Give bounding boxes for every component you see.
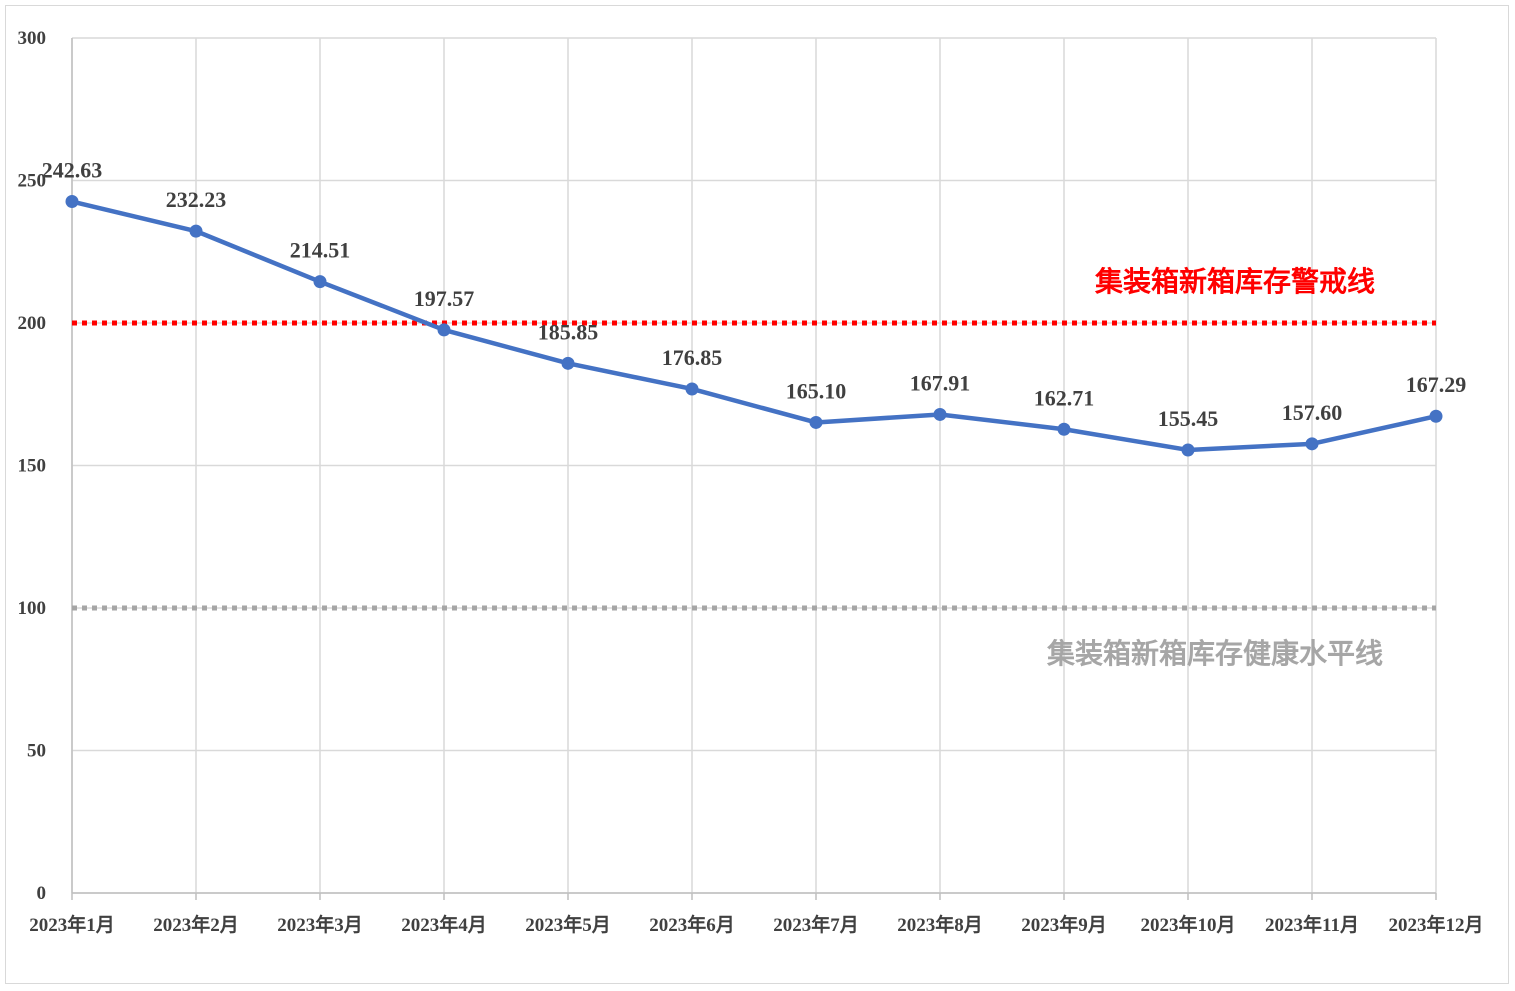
data-label: 214.51 [290, 238, 351, 263]
data-label: 167.91 [910, 370, 971, 395]
y-tick-label: 150 [18, 456, 47, 477]
x-tick-label: 2023年9月 [1021, 913, 1107, 936]
reference-line-label: 集装箱新箱库存警戒线 [1094, 265, 1375, 298]
grid-lines [71, 37, 1437, 900]
x-tick-label: 2023年2月 [153, 913, 239, 936]
x-tick-label: 2023年12月 [1388, 913, 1483, 936]
x-tick-label: 2023年7月 [773, 913, 859, 936]
series-line [71, 199, 1437, 453]
x-tick-label: 2023年10月 [1140, 913, 1235, 936]
x-tick-label: 2023年1月 [29, 913, 115, 936]
data-point [933, 407, 947, 421]
data-point [437, 323, 451, 337]
data-label: 165.10 [786, 378, 847, 403]
data-label: 176.85 [662, 345, 723, 370]
data-label: 157.60 [1282, 400, 1343, 425]
data-label: 232.23 [166, 187, 227, 212]
data-point [1305, 437, 1319, 451]
data-label: 242.63 [42, 158, 103, 183]
data-label: 197.57 [414, 286, 475, 311]
data-label: 185.85 [538, 319, 599, 344]
data-point [685, 382, 699, 396]
y-tick-label: 0 [37, 883, 47, 904]
reference-line-label: 集装箱新箱库存健康水平线 [1046, 637, 1383, 670]
axis-tick-labels: 0 50 100 150 200 250 300 2023年1月 2023年2月 2023年3月 2… [18, 28, 1484, 936]
x-tick-label: 2023年11月 [1265, 913, 1359, 936]
data-label: 155.45 [1158, 406, 1219, 431]
data-label: 162.71 [1034, 385, 1095, 410]
data-point [65, 195, 79, 209]
data-point [313, 275, 327, 289]
x-tick-label: 2023年5月 [525, 913, 611, 936]
chart-frame [5, 5, 1509, 984]
data-point [1429, 409, 1443, 423]
data-label: 167.29 [1406, 372, 1467, 397]
data-point [809, 415, 823, 429]
y-tick-label: 50 [27, 741, 46, 762]
data-point [1057, 422, 1071, 436]
y-tick-label: 100 [18, 598, 47, 619]
x-tick-label: 2023年6月 [649, 913, 735, 936]
data-labels: 242.63 232.23 214.51 197.57 185.85 176.85 165.… [42, 158, 1467, 431]
data-point [189, 224, 203, 238]
data-point [1181, 443, 1195, 457]
x-tick-label: 2023年4月 [401, 913, 487, 936]
y-tick-label: 300 [18, 28, 47, 49]
x-tick-label: 2023年3月 [277, 913, 363, 936]
y-tick-label: 200 [18, 313, 47, 334]
x-tick-label: 2023年8月 [897, 913, 983, 936]
y-tick-label: 250 [18, 171, 47, 192]
data-point [561, 356, 575, 370]
series-layer [65, 195, 1443, 457]
